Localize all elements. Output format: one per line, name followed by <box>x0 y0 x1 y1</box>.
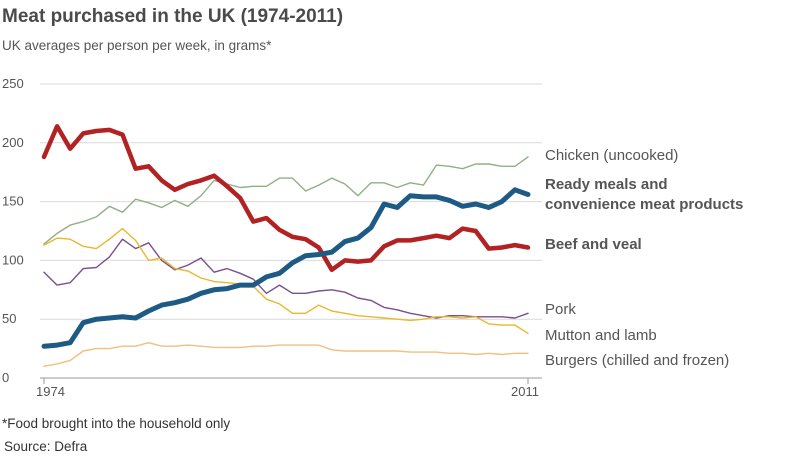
chart-title: Meat purchased in the UK (1974-2011) <box>2 6 344 27</box>
series-line-1 <box>41 187 531 349</box>
chart-footnote: *Food brought into the household only <box>2 416 231 431</box>
series-label-2: Beef and veal <box>545 236 642 253</box>
y-tick-label: 150 <box>2 194 24 209</box>
y-tick-label: 100 <box>2 252 24 267</box>
series-line-5 <box>43 342 529 367</box>
series-line-0 <box>43 156 529 245</box>
series-line-4 <box>43 227 529 334</box>
y-tick-label: 200 <box>2 135 24 150</box>
series-line-3 <box>43 238 529 319</box>
series-label-4: Mutton and lamb <box>545 327 657 344</box>
chart-subtitle: UK averages per person per week, in gram… <box>2 38 272 53</box>
y-tick-label: 250 <box>2 76 24 91</box>
chart-source: Source: Defra <box>4 439 88 454</box>
series-label-1: Ready meals and convenience meat products <box>545 176 743 213</box>
y-tick-label: 50 <box>2 311 16 326</box>
series-line-2 <box>41 124 531 273</box>
series-label-3: Pork <box>545 301 576 318</box>
x-tick-label: 2011 <box>511 384 539 399</box>
series-label-5: Burgers (chilled and frozen) <box>545 352 729 369</box>
x-tick-label: 1974 <box>36 384 65 399</box>
y-tick-label: 0 <box>2 370 9 385</box>
series-label-0: Chicken (uncooked) <box>545 147 678 164</box>
